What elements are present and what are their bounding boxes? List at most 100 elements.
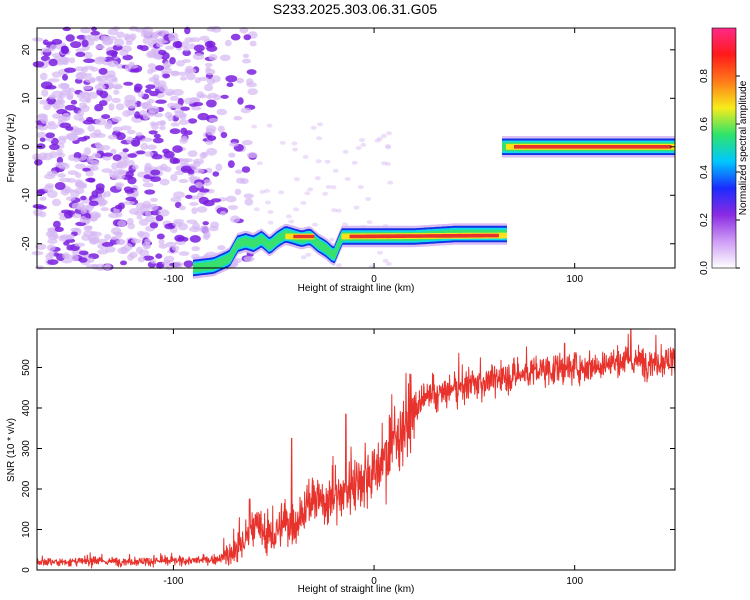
heatmap-noise-cell <box>144 189 156 195</box>
heatmap-noise-cell <box>110 148 117 155</box>
heatmap-noise-cell <box>115 239 126 245</box>
heatmap-noise-cell <box>85 96 92 104</box>
heatmap-noise-cell <box>189 202 199 206</box>
heatmap-noise-cell <box>155 65 165 71</box>
heatmap-noise-cell <box>39 137 46 142</box>
heatmap-noise-cell <box>212 171 220 177</box>
heatmap-noise-cell <box>266 123 273 128</box>
heatmap-noise-cell <box>106 120 113 128</box>
heatmap-noise-cell <box>40 55 50 62</box>
heatmap-noise-cell <box>184 26 191 35</box>
heatmap-noise-cell <box>76 34 87 40</box>
heatmap-noise-cell <box>155 99 167 104</box>
heatmap-noise-cell <box>384 161 391 166</box>
heatmap-noise-cell <box>386 131 392 136</box>
colorbar-frame <box>711 27 737 269</box>
heatmap-noise-cell <box>146 144 157 150</box>
heatmap-noise-cell <box>80 183 87 189</box>
heatmap-noise-cell <box>180 135 188 142</box>
heatmap-noise-cell <box>230 33 241 41</box>
heatmap-noise-cell <box>64 188 75 193</box>
snr-series-line <box>36 328 676 569</box>
heatmap-noise-cell <box>39 99 48 105</box>
heatmap-noise-cell <box>86 116 94 123</box>
heatmap-noise-cell <box>60 83 70 88</box>
heatmap-noise-cell <box>75 51 86 58</box>
heatmap-noise-cell <box>307 187 314 192</box>
heatmap-noise-cell <box>217 245 226 251</box>
heatmap-noise-cell <box>136 246 143 254</box>
heatmap-noise-cell <box>203 231 211 239</box>
snr-ytick-label: 100 <box>21 521 32 538</box>
heatmap-noise-cell <box>144 211 152 217</box>
heatmap-noise-cell <box>246 69 257 75</box>
heatmap-noise-cell <box>186 72 196 81</box>
heatmap-noise-cell <box>208 118 219 123</box>
heatmap-noise-cell <box>128 26 139 32</box>
heatmap-noise-cell <box>149 90 159 97</box>
heatmap-noise-cell <box>353 205 360 210</box>
heatmap-noise-cell <box>53 220 61 229</box>
heatmap-noise-cell <box>162 73 170 79</box>
heatmap-noise-cell <box>90 160 100 167</box>
heatmap-noise-cell <box>169 95 180 101</box>
heatmap-noise-cell <box>91 26 97 32</box>
heatmap-noise-cell <box>225 195 237 203</box>
heatmap-noise-cell <box>216 108 228 116</box>
heatmap-noise-cell <box>198 76 210 81</box>
heatmap-noise-cell <box>174 103 183 110</box>
heatmap-noise-cell <box>173 261 184 268</box>
heatmap-noise-cell <box>116 170 127 175</box>
heatmap-noise-cell <box>177 97 184 106</box>
heatmap-noise-cell <box>168 37 180 42</box>
heatmap-noise-cell <box>187 68 197 74</box>
heatmap-noise-cell <box>88 237 100 245</box>
heatmap-noise-cell <box>80 208 88 215</box>
heatmap-noise-cell <box>104 234 112 240</box>
heatmap-noise-cell <box>186 219 198 224</box>
heatmap-noise-cell <box>132 164 139 170</box>
heatmap-noise-cell <box>173 191 185 199</box>
heatmap-noise-cell <box>66 94 74 101</box>
heatmap-noise-cell <box>140 102 152 107</box>
colorbar-label: Normalized spectral amplitude <box>738 80 749 215</box>
snr-xtick-label: 0 <box>371 576 377 587</box>
colorbar-tick-label: 0.0 <box>699 261 710 275</box>
heatmap-noise-cell <box>241 139 253 146</box>
snr-frame <box>36 328 676 571</box>
heatmap-noise-cell <box>134 86 141 93</box>
snr-xlabel: Height of straight line (km) <box>298 584 415 595</box>
colorbar-tick-label: 0.4 <box>699 165 710 179</box>
heatmap-noise-cell <box>174 41 183 49</box>
heatmap-noise-cell <box>134 111 141 119</box>
heatmap-noise-cell <box>138 231 150 240</box>
heatmap-noise-cell <box>120 125 132 131</box>
heatmap-noise-cell <box>330 185 337 190</box>
heatmap-noise-cell <box>101 168 113 173</box>
heatmap-noise-cell <box>174 170 185 176</box>
heatmap-noise-cell <box>180 41 190 48</box>
heatmap-noise-cell <box>47 121 56 126</box>
heatmap-noise-cell <box>78 250 89 256</box>
heatmap-noise-cell <box>187 118 198 124</box>
heatmap-noise-cell <box>95 44 105 50</box>
heatmap-noise-cell <box>187 150 198 158</box>
heatmap-noise-cell <box>73 157 80 162</box>
heatmap-noise-cell <box>207 92 218 98</box>
heatmap-noise-cell <box>124 64 132 72</box>
heatmap-noise-cell <box>156 233 165 240</box>
heatmap-noise-cell <box>149 121 157 127</box>
heatmap-noise-cell <box>56 96 64 105</box>
heatmap-noise-cell <box>98 100 108 107</box>
heatmap-noise-cell <box>88 200 99 207</box>
heatmap-noise-cell <box>57 173 66 178</box>
colorbar-tick-label: 0.2 <box>699 213 710 227</box>
heatmap-noise-cell <box>81 234 91 241</box>
heatmap-noise-cell <box>56 148 63 156</box>
heatmap-noise-cell <box>233 116 243 121</box>
heatmap-noise-cell <box>302 154 309 159</box>
heatmap-noise-cell <box>65 126 74 131</box>
heatmap-noise-cell <box>149 203 159 211</box>
figure-title: S233.2025.303.06.31.G05 <box>273 1 437 17</box>
heatmap-noise-cell <box>46 190 58 199</box>
